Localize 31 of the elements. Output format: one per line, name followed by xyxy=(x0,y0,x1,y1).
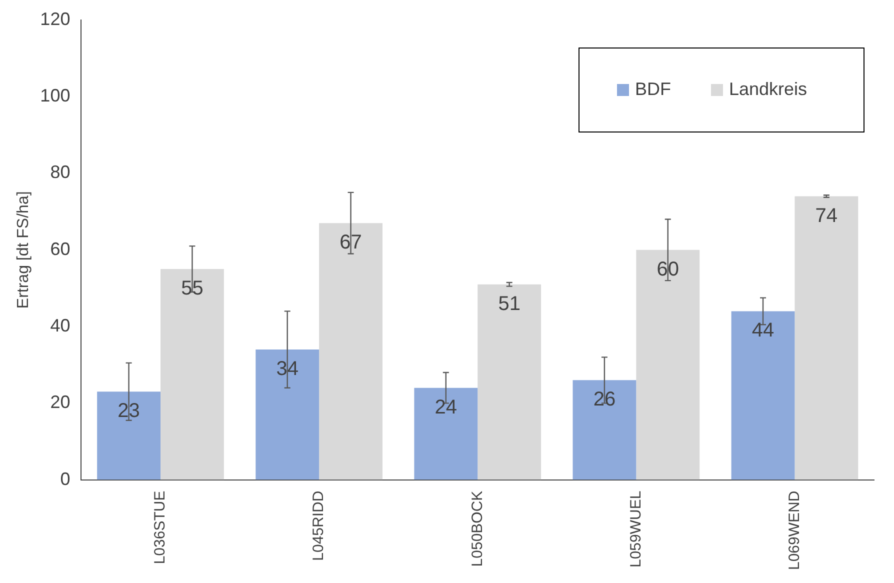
data-label: 74 xyxy=(815,204,838,227)
data-label: 55 xyxy=(181,278,204,300)
bar xyxy=(572,380,636,480)
y-axis-title: Ertrag [dt FS/ha] xyxy=(15,191,32,309)
bar xyxy=(256,350,320,480)
bar xyxy=(794,196,858,480)
data-label: 24 xyxy=(434,396,458,418)
data-label: 51 xyxy=(498,292,520,315)
y-tick-label: 0 xyxy=(60,468,70,489)
bar xyxy=(319,223,382,480)
legend-label: BDF xyxy=(635,78,672,99)
x-tick-label: L045RIDD xyxy=(310,490,328,561)
bar xyxy=(636,250,700,480)
y-tick-label: 20 xyxy=(50,392,70,412)
x-tick-label: L059WUEL xyxy=(627,490,644,568)
y-tick-label: 60 xyxy=(50,238,70,259)
x-tick-label: L069WEND xyxy=(786,490,803,570)
legend-label: Landkreis xyxy=(729,78,808,99)
data-label: 44 xyxy=(752,320,774,342)
bar xyxy=(414,388,478,480)
y-tick-label: 80 xyxy=(50,162,70,182)
data-label: 26 xyxy=(593,388,616,411)
y-tick-label: 40 xyxy=(50,316,70,336)
y-tick-label: 100 xyxy=(40,86,70,106)
bar xyxy=(160,269,224,480)
bar xyxy=(97,392,161,480)
y-tick-label: 120 xyxy=(40,8,70,29)
bar xyxy=(478,284,542,480)
x-tick-label: L050BOCK xyxy=(468,490,486,567)
x-tick-label: L036STUE xyxy=(152,490,169,564)
bar xyxy=(731,311,795,480)
